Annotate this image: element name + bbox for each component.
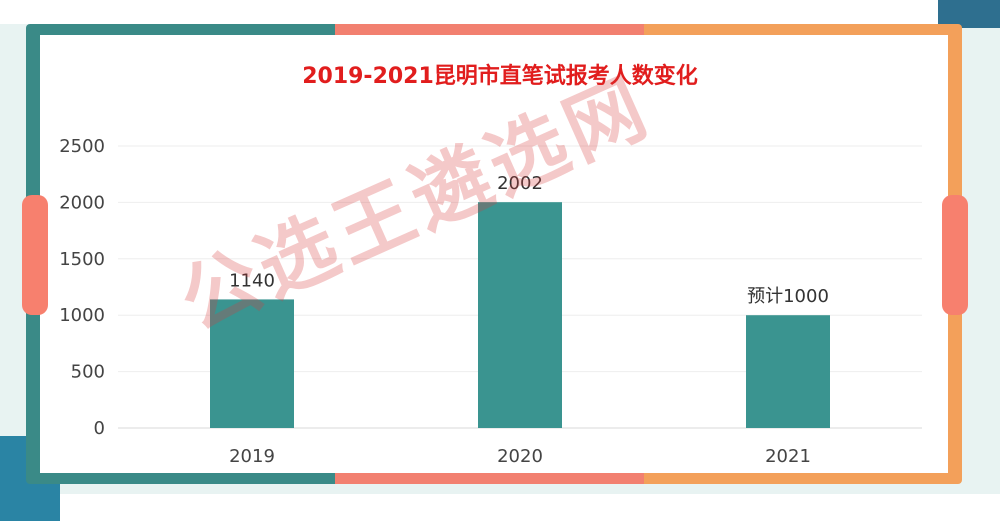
data-label: 1140 — [229, 270, 275, 291]
y-axis: 0 500 1000 1500 2000 2500 — [59, 136, 105, 439]
y-tick-label: 500 — [71, 362, 105, 383]
chart-title: 2019-2021昆明市直笔试报考人数变化 — [302, 64, 698, 89]
y-tick-label: 1000 — [59, 305, 105, 326]
bar — [478, 202, 562, 428]
bar — [210, 299, 294, 428]
y-tick-label: 2500 — [59, 136, 105, 157]
data-label: 预计1000 — [747, 286, 829, 307]
x-tick-label: 2021 — [765, 446, 811, 467]
side-tab-left — [22, 195, 48, 315]
y-tick-label: 1500 — [59, 249, 105, 270]
x-tick-label: 2019 — [229, 446, 275, 467]
x-tick-label: 2020 — [497, 446, 543, 467]
corner-decoration-top-right — [938, 0, 1000, 28]
data-label: 2002 — [497, 173, 543, 194]
y-tick-label: 0 — [94, 418, 105, 439]
bars — [210, 202, 830, 428]
side-tab-right — [942, 195, 968, 315]
x-axis: 2019 2020 2021 — [229, 446, 811, 467]
data-labels: 1140 2002 预计1000 — [229, 173, 829, 307]
y-tick-label: 2000 — [59, 192, 105, 213]
bar — [746, 315, 830, 428]
